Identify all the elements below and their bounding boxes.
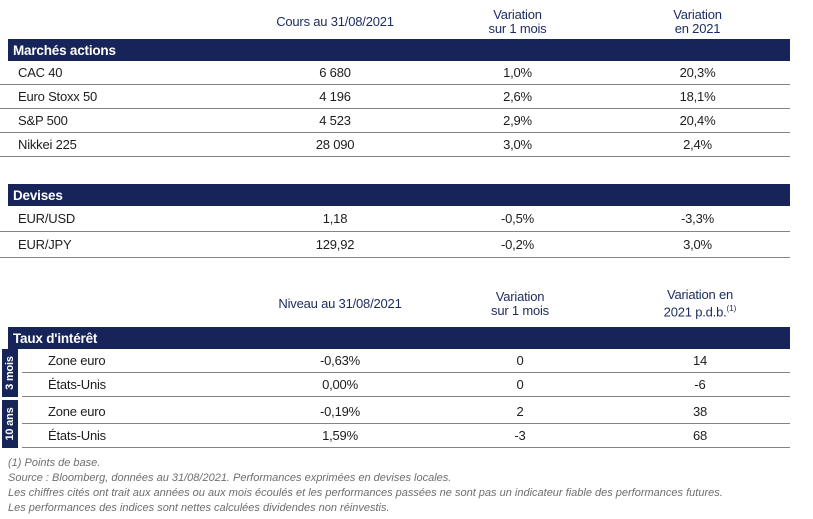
rates-table: Niveau au 31/08/2021 Variation sur 1 moi… xyxy=(0,288,790,448)
section-header-rates: Taux d'intérêt xyxy=(8,327,790,349)
column-header-price: Cours au 31/08/2021 xyxy=(276,14,394,29)
variation-1-month-cell: 2,9% xyxy=(503,113,532,128)
level-cell: 1,59% xyxy=(322,428,358,443)
footnote-reference: (1) xyxy=(726,304,737,314)
table-row: EUR/USD 1,18 -0,5% -3,3% xyxy=(0,206,790,232)
rates-group-3-months: 3 mois Zone euro -0,63% 0 14 États-Unis … xyxy=(0,349,790,397)
variation-2021-cell: 68 xyxy=(692,428,708,443)
table-row: EUR/JPY 129,92 -0,2% 3,0% xyxy=(0,232,790,258)
variation-1-month-cell: 3,0% xyxy=(503,137,532,152)
price-cell: 28 090 xyxy=(315,137,355,152)
row-label: Zone euro xyxy=(48,404,106,419)
equities-column-headers: Cours au 31/08/2021 Variation sur 1 mois… xyxy=(0,5,790,39)
currencies-table: Devises EUR/USD 1,18 -0,5% -3,3% EUR/JPY… xyxy=(0,184,790,258)
row-label: EUR/USD xyxy=(18,211,76,226)
level-cell: -0,19% xyxy=(320,404,360,419)
column-header-variation-2021: Variation en 2021 xyxy=(673,7,722,36)
variation-2021-cell: 3,0% xyxy=(683,237,712,252)
variation-2021-cell: 2,4% xyxy=(683,137,712,152)
market-report: Cours au 31/08/2021 Variation sur 1 mois… xyxy=(0,5,790,516)
variation-2021-cell: -6 xyxy=(694,377,706,392)
row-label: S&P 500 xyxy=(18,113,68,128)
level-cell: -0,63% xyxy=(320,353,360,368)
column-header-variation-1-month: Variation sur 1 mois xyxy=(488,7,547,36)
variation-2021-cell: 20,3% xyxy=(679,65,716,80)
table-row: Zone euro -0,19% 2 38 xyxy=(22,400,790,424)
rates-group-10-years: 10 ans Zone euro -0,19% 2 38 États-Unis … xyxy=(0,400,790,448)
price-cell: 1,18 xyxy=(322,211,348,226)
variation-2021-cell: -3,3% xyxy=(681,211,714,226)
rates-column-headers: Niveau au 31/08/2021 Variation sur 1 moi… xyxy=(0,288,790,320)
table-row: S&P 500 4 523 2,9% 20,4% xyxy=(0,109,790,133)
price-cell: 6 680 xyxy=(319,65,351,80)
variation-1-month-cell: -3 xyxy=(514,428,526,443)
group-label-strip: 10 ans xyxy=(2,400,18,448)
variation-1-month-cell: 2,6% xyxy=(503,89,532,104)
row-label: États-Unis xyxy=(48,428,106,443)
variation-1-month-cell: -0,5% xyxy=(501,211,534,226)
variation-1-month-cell: 2 xyxy=(516,404,524,419)
variation-2021-cell: 18,1% xyxy=(679,89,716,104)
price-cell: 4 523 xyxy=(319,113,351,128)
row-label: CAC 40 xyxy=(18,65,63,80)
row-label: EUR/JPY xyxy=(18,237,72,252)
footnote-line: Les performances des indices sont nettes… xyxy=(8,502,390,514)
footnote-line: (1) Points de base. xyxy=(8,457,101,469)
section-header-equities: Marchés actions xyxy=(8,39,790,61)
variation-2021-cell: 20,4% xyxy=(679,113,716,128)
table-row: Zone euro -0,63% 0 14 xyxy=(22,349,790,373)
price-cell: 129,92 xyxy=(315,237,355,252)
row-label: Euro Stoxx 50 xyxy=(18,89,98,104)
variation-1-month-cell: 0 xyxy=(516,353,524,368)
group-label-strip: 3 mois xyxy=(2,349,18,397)
table-row: Euro Stoxx 50 4 196 2,6% 18,1% xyxy=(0,85,790,109)
footnote-line: Source : Bloomberg, données au 31/08/202… xyxy=(8,472,452,484)
footnote-line: Les chiffres cités ont trait aux années … xyxy=(8,487,723,499)
variation-1-month-cell: 0 xyxy=(516,377,524,392)
price-cell: 4 196 xyxy=(319,89,351,104)
row-label: Zone euro xyxy=(48,353,106,368)
variation-1-month-cell: 1,0% xyxy=(503,65,532,80)
column-header-variation-2021-bp: Variation en 2021 p.d.b.(1) xyxy=(663,287,737,320)
column-header-level: Niveau au 31/08/2021 xyxy=(278,296,402,311)
variation-2021-cell: 14 xyxy=(692,353,708,368)
table-row: CAC 40 6 680 1,0% 20,3% xyxy=(0,61,790,85)
footnotes: (1) Points de base. Source : Bloomberg, … xyxy=(8,456,790,516)
variation-2021-cell: 38 xyxy=(692,404,708,419)
column-header-variation-1-month: Variation sur 1 mois xyxy=(491,289,549,318)
variation-1-month-cell: -0,2% xyxy=(501,237,534,252)
table-row: États-Unis 1,59% -3 68 xyxy=(22,424,790,448)
section-header-currencies: Devises xyxy=(8,184,790,206)
row-label: Nikkei 225 xyxy=(18,137,77,152)
table-row: États-Unis 0,00% 0 -6 xyxy=(22,373,790,397)
row-label: États-Unis xyxy=(48,377,106,392)
table-row: Nikkei 225 28 090 3,0% 2,4% xyxy=(0,133,790,157)
level-cell: 0,00% xyxy=(322,377,358,392)
equities-table: Cours au 31/08/2021 Variation sur 1 mois… xyxy=(0,5,790,157)
